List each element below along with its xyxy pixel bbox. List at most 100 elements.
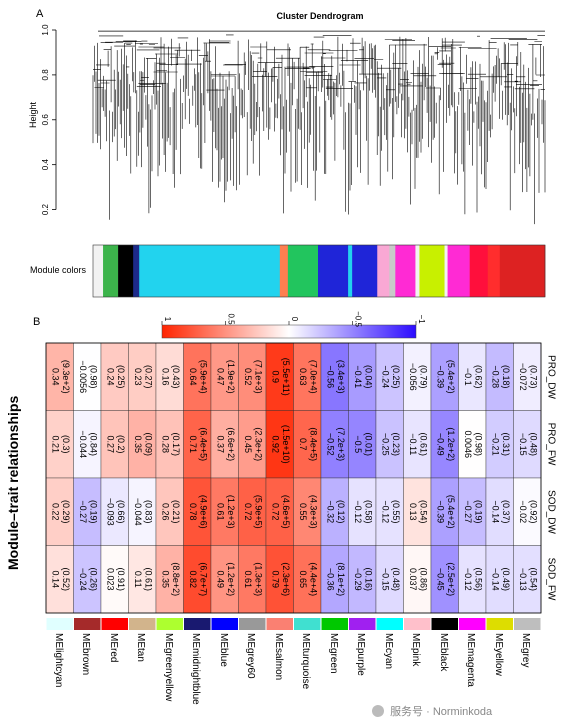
- cell-pvalue: (0.48): [528, 432, 538, 456]
- cell-correlation: −0.1: [463, 368, 473, 386]
- heatmap-cell: [265, 545, 294, 614]
- cell-pvalue: (0.3): [61, 435, 71, 454]
- cell-pvalue: (0.04): [363, 365, 373, 389]
- cell-pvalue: (1.9e+2): [226, 360, 236, 394]
- cell-correlation: 0.11: [133, 571, 143, 588]
- cell-pvalue: (0.73): [528, 365, 538, 389]
- cell-pvalue: (0.61): [418, 432, 428, 456]
- cell-correlation: −0.15: [518, 433, 528, 456]
- cell-correlation: −0.32: [325, 500, 335, 523]
- cell-pvalue: (0.19): [473, 500, 483, 524]
- cell-correlation: 0.61: [243, 570, 253, 588]
- module-swatch: [101, 618, 128, 630]
- heatmap-cell: [265, 477, 294, 546]
- module-label: MElightcyan: [52, 633, 64, 688]
- cell-correlation: 0.37: [215, 435, 225, 453]
- cell-correlation: 0.45: [243, 435, 253, 453]
- heatmap-cell: [293, 342, 322, 411]
- heatmap-cell: [430, 545, 459, 614]
- heatmap-cell: [45, 545, 74, 614]
- cell-correlation: 0.023: [105, 568, 115, 591]
- watermark-text: 服务号 · Norminkoda: [390, 706, 493, 718]
- cell-correlation: 0.21: [50, 435, 60, 453]
- heatmap-cell: [73, 410, 102, 479]
- cell-pvalue: (0.84): [88, 432, 98, 456]
- module-color-band: [419, 245, 445, 297]
- module-color-band: [415, 245, 420, 297]
- cell-correlation: 0.49: [215, 570, 225, 588]
- heatmap-cell: [320, 477, 349, 546]
- module-swatch: [486, 618, 513, 630]
- colorbar: [161, 324, 417, 339]
- panel-b-letter: B: [33, 316, 41, 328]
- module-label: MEpurple: [355, 633, 367, 676]
- module-label: MEred: [107, 633, 119, 663]
- colorbar-tick-label: −1: [417, 314, 426, 324]
- heatmap-cell: [458, 477, 487, 546]
- module-swatch: [459, 618, 486, 630]
- cell-correlation: 0.55: [298, 503, 308, 521]
- heatmap-cell: [265, 410, 294, 479]
- cell-correlation: 0.34: [50, 368, 60, 386]
- height-tick-label: 0.8: [41, 69, 50, 81]
- cell-pvalue: (2.3e+2): [253, 427, 263, 461]
- trait-label: SOD_DW: [545, 489, 557, 534]
- heatmap-cell: [293, 477, 322, 546]
- trait-label: PRO_FW: [545, 422, 557, 466]
- cell-pvalue: (0.2): [116, 435, 126, 454]
- module-color-band: [118, 245, 134, 297]
- heatmap-cell: [403, 477, 432, 546]
- cell-pvalue: (0.16): [363, 567, 373, 591]
- cell-pvalue: (5.9e+4): [198, 360, 208, 394]
- module-color-band: [133, 245, 140, 297]
- cell-pvalue: (0.31): [501, 432, 511, 456]
- heatmap-cell: [128, 410, 157, 479]
- module-color-band: [444, 245, 448, 297]
- cell-pvalue: (7.1e+3): [253, 360, 263, 394]
- cell-correlation: −0.21: [490, 433, 500, 456]
- heatmap-cell: [183, 410, 212, 479]
- cell-correlation: −0.12: [463, 568, 473, 591]
- cell-pvalue: (6.7e+7): [198, 562, 208, 596]
- cell-correlation: 0.28: [160, 435, 170, 453]
- cell-pvalue: (0.09): [143, 432, 153, 456]
- cell-correlation: 0.52: [243, 368, 253, 386]
- cell-correlation: −0.27: [78, 500, 88, 523]
- cell-pvalue: (0.25): [116, 365, 126, 389]
- cell-correlation: −0.072: [518, 363, 528, 391]
- cell-pvalue: (2.5e+2): [446, 562, 456, 596]
- module-label: MEpink: [410, 633, 422, 667]
- module-label: MEcyan: [382, 633, 394, 670]
- cell-pvalue: (0.66): [116, 500, 126, 524]
- module-colors-label: Module colors: [30, 265, 87, 275]
- heatmap-cell: [458, 342, 487, 411]
- heatmap-cell: [73, 477, 102, 546]
- cell-pvalue: (1.5e+10): [281, 425, 291, 464]
- dendrogram-leaves: [92, 36, 546, 225]
- heatmap-cell: [513, 477, 542, 546]
- dendrogram-title: Cluster Dendrogram: [276, 11, 364, 21]
- cell-correlation: 0.7: [298, 438, 308, 451]
- cell-correlation: 0.35: [133, 435, 143, 453]
- module-color-band: [279, 245, 289, 297]
- heatmap-cell: [485, 477, 514, 546]
- cell-correlation: 0.78: [188, 503, 198, 521]
- heatmap-cell: [403, 410, 432, 479]
- cell-correlation: −0.36: [325, 568, 335, 591]
- cell-correlation: 0.65: [298, 570, 308, 588]
- cell-pvalue: (0.55): [391, 500, 401, 524]
- module-swatch: [184, 618, 211, 630]
- module-trait-heatmap: 1 0.5 0 −0.5 −1 0.34 (9.3e+2)0.21 (0.3)0.22 (0.…: [45, 311, 542, 630]
- heatmap-cell: [128, 477, 157, 546]
- height-tick-label: 0.2: [41, 203, 50, 215]
- wechat-icon: [372, 705, 384, 717]
- cell-correlation: 0.92: [270, 435, 280, 453]
- module-trait-title: Module–trait relationships: [5, 395, 21, 570]
- cell-correlation: 0.61: [215, 503, 225, 521]
- heatmap-cell: [155, 410, 184, 479]
- module-swatch: [431, 618, 458, 630]
- heatmap-cell: [375, 545, 404, 614]
- module-label: MEmagenta: [465, 633, 477, 687]
- cell-pvalue: (5.5e+11): [281, 358, 291, 396]
- cell-correlation: 0.24: [105, 368, 115, 386]
